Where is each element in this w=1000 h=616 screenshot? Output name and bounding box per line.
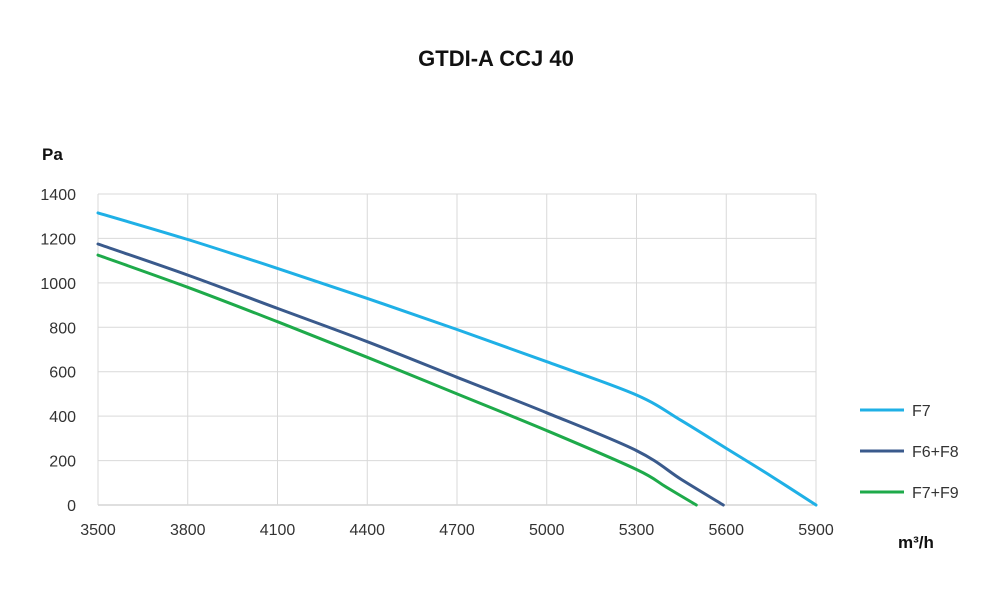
y-axis-label: Pa	[42, 145, 63, 164]
x-axis-label: m³/h	[898, 533, 934, 552]
legend: F7 F6+F8 F7+F9	[860, 403, 959, 502]
y-tick-labels: 0 200 400 600 800 1000 1200 1400	[40, 187, 76, 515]
series-line-f7-f9	[96, 253, 698, 507]
series-line-f6-f8	[96, 242, 725, 507]
x-tick-label-2: 4100	[260, 522, 296, 539]
x-tick-labels: 3500 3800 4100 4400 4700 5000 5300 5600 5900	[80, 522, 834, 539]
y-tick-label-2: 400	[49, 409, 76, 426]
legend-label-f6-f8: F6+F8	[912, 444, 959, 461]
x-tick-label-3: 4400	[349, 522, 385, 539]
y-tick-label-6: 1200	[40, 231, 76, 248]
x-tick-label-1: 3800	[170, 522, 206, 539]
x-tick-label-5: 5000	[529, 522, 565, 539]
x-tick-label-8: 5900	[798, 522, 834, 539]
y-tick-label-4: 800	[49, 320, 76, 337]
y-tick-label-1: 200	[49, 454, 76, 471]
y-tick-label-3: 600	[49, 365, 76, 382]
series-lines	[96, 211, 818, 507]
y-tick-label-7: 1400	[40, 187, 76, 204]
y-tick-label-5: 1000	[40, 276, 76, 293]
x-tick-label-0: 3500	[80, 522, 116, 539]
x-tick-label-7: 5600	[708, 522, 744, 539]
legend-label-f7: F7	[912, 403, 931, 420]
x-tick-label-6: 5300	[619, 522, 655, 539]
y-tick-label-0: 0	[67, 498, 76, 515]
series-line-f7	[96, 211, 818, 507]
grid	[97, 193, 817, 506]
legend-label-f7-f9: F7+F9	[912, 485, 959, 502]
x-tick-label-4: 4700	[439, 522, 475, 539]
chart-title: GTDI-A CCJ 40	[418, 46, 574, 71]
